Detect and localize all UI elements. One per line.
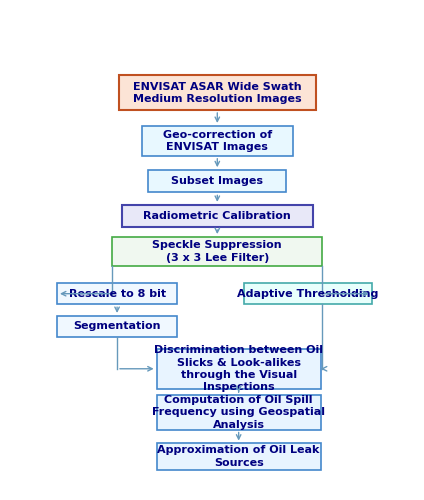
Text: ENVISAT ASAR Wide Swath
Medium Resolution Images: ENVISAT ASAR Wide Swath Medium Resolutio… bbox=[133, 82, 301, 104]
FancyBboxPatch shape bbox=[119, 76, 316, 110]
Text: Radiometric Calibration: Radiometric Calibration bbox=[143, 211, 291, 221]
FancyBboxPatch shape bbox=[156, 395, 321, 430]
FancyBboxPatch shape bbox=[112, 237, 323, 266]
FancyBboxPatch shape bbox=[122, 205, 312, 227]
Text: Subset Images: Subset Images bbox=[171, 176, 263, 186]
Text: Adaptive Thresholding: Adaptive Thresholding bbox=[237, 288, 378, 298]
Text: Approximation of Oil Leak
Sources: Approximation of Oil Leak Sources bbox=[157, 446, 320, 468]
FancyBboxPatch shape bbox=[148, 170, 286, 192]
Text: Geo-correction of
ENVISAT Images: Geo-correction of ENVISAT Images bbox=[163, 130, 272, 152]
Text: Discrimination between Oil
Slicks & Look-alikes
through the Visual
Inspections: Discrimination between Oil Slicks & Look… bbox=[154, 345, 323, 393]
FancyBboxPatch shape bbox=[57, 283, 177, 304]
Text: Computation of Oil Spill
Frequency using Geospatial
Analysis: Computation of Oil Spill Frequency using… bbox=[152, 395, 325, 430]
FancyBboxPatch shape bbox=[156, 348, 321, 389]
FancyBboxPatch shape bbox=[156, 444, 321, 469]
Text: Speckle Suppression
(3 x 3 Lee Filter): Speckle Suppression (3 x 3 Lee Filter) bbox=[153, 240, 282, 262]
FancyBboxPatch shape bbox=[142, 126, 293, 156]
FancyBboxPatch shape bbox=[57, 316, 177, 337]
FancyBboxPatch shape bbox=[244, 283, 372, 304]
Text: Segmentation: Segmentation bbox=[73, 322, 161, 332]
Text: Rescale to 8 bit: Rescale to 8 bit bbox=[69, 288, 166, 298]
